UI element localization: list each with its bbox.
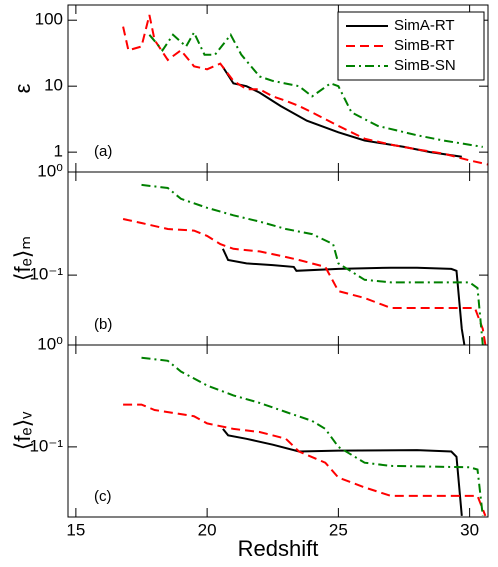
data-line xyxy=(222,428,463,516)
data-line xyxy=(141,356,484,517)
plot-frame xyxy=(67,344,489,518)
x-tick-label: 30 xyxy=(460,520,479,539)
y-tick-label: 10⁰ xyxy=(37,334,63,353)
x-axis-label: Redshift xyxy=(238,536,319,561)
legend-label: SimA-RT xyxy=(394,17,455,34)
data-line xyxy=(123,403,487,517)
x-tick-label: 20 xyxy=(198,520,217,539)
y-tick-label: 10 xyxy=(44,76,63,95)
data-line xyxy=(221,248,466,346)
x-tick-label: 15 xyxy=(66,520,85,539)
panel-label: (c) xyxy=(94,488,112,505)
legend-label: SimB-RT xyxy=(394,37,455,54)
y-tick-label: 10⁻¹ xyxy=(29,265,63,284)
y-tick-label: 1 xyxy=(54,142,63,161)
data-line xyxy=(148,30,483,148)
data-line xyxy=(141,183,484,346)
y-axis-label: ⟨fₑ⟩ₘ xyxy=(10,236,35,281)
legend-label: SimB-SN xyxy=(394,57,456,74)
panel-label: (a) xyxy=(94,143,112,160)
y-tick-label: 10⁻¹ xyxy=(29,436,63,455)
x-tick-label: 25 xyxy=(329,520,348,539)
y-tick-label: 10⁰ xyxy=(37,161,63,180)
plot-frame xyxy=(67,171,489,346)
data-line xyxy=(122,218,487,346)
panel-label: (b) xyxy=(94,316,112,333)
data-line xyxy=(122,14,489,166)
y-axis-label: ε xyxy=(10,83,35,93)
y-tick-label: 100 xyxy=(35,10,63,29)
y-axis-label: ⟨fₑ⟩ᵥ xyxy=(10,411,35,450)
